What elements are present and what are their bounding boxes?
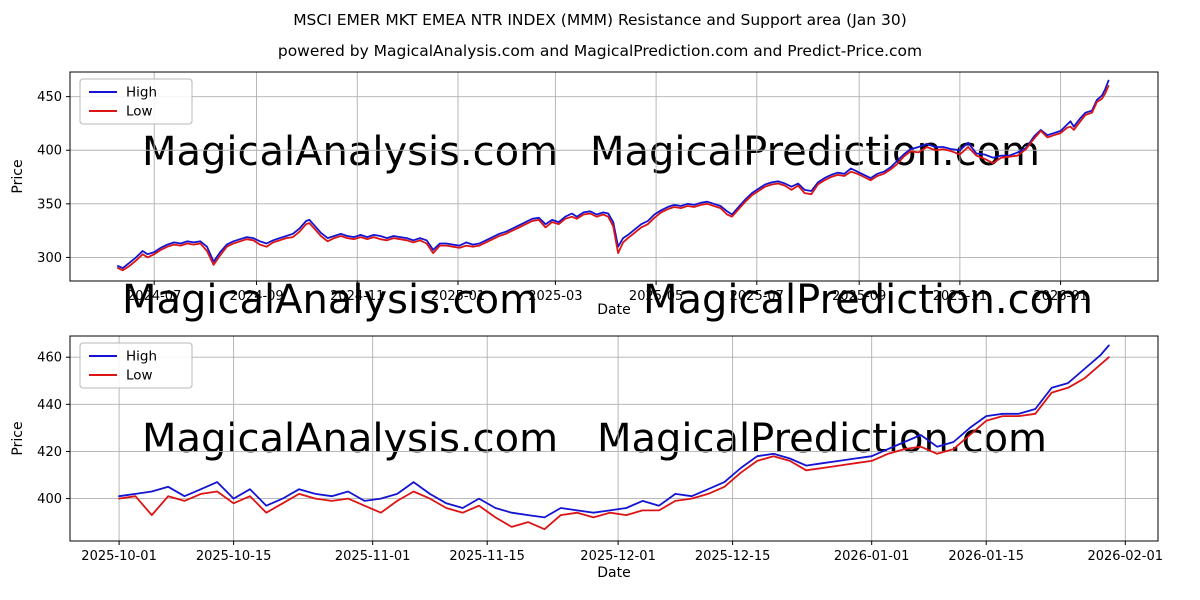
x-axis-label: Date bbox=[597, 302, 630, 318]
x-tick-label: 2025-12-01 bbox=[580, 549, 656, 564]
watermark-text: MagicalAnalysis.com bbox=[142, 416, 558, 462]
x-tick-label: 2025-10-01 bbox=[81, 549, 157, 564]
x-tick-label: 2026-01-15 bbox=[948, 549, 1024, 564]
x-tick-label: 2025-11 bbox=[933, 289, 987, 304]
legend-high-label: High bbox=[126, 349, 157, 365]
x-tick-label: 2025-09 bbox=[832, 289, 886, 304]
x-tick-label: 2025-10-15 bbox=[196, 549, 272, 564]
x-tick-label: 2025-01 bbox=[431, 289, 485, 304]
y-tick-label: 400 bbox=[37, 144, 62, 159]
x-tick-label: 2025-11-15 bbox=[449, 549, 525, 564]
x-tick-label: 2025-03 bbox=[528, 289, 582, 304]
x-tick-label: 2024-11 bbox=[330, 289, 384, 304]
x-tick-label: 2026-01-01 bbox=[834, 549, 910, 564]
y-tick-label: 300 bbox=[37, 251, 62, 266]
y-axis-label: Price bbox=[10, 159, 26, 193]
watermark-text: MagicalPrediction.com bbox=[597, 416, 1047, 462]
figure-subtitle: powered by MagicalAnalysis.com and Magic… bbox=[278, 42, 922, 60]
low-series-line bbox=[118, 356, 1110, 531]
y-tick-label: 420 bbox=[37, 445, 62, 460]
legend-low-label: Low bbox=[126, 368, 153, 384]
watermark-text: MagicalAnalysis.com bbox=[142, 129, 558, 175]
x-tick-label: 2024-09 bbox=[229, 289, 283, 304]
plot-border bbox=[69, 335, 1159, 542]
x-tick-label: 2026-02-01 bbox=[1087, 549, 1163, 564]
watermark-text: MagicalAnalysis.com bbox=[122, 277, 538, 323]
x-tick-label: 2025-07 bbox=[730, 289, 784, 304]
watermark-text: MagicalPrediction.com bbox=[590, 129, 1040, 175]
figure-title: MSCI EMER MKT EMEA NTR INDEX (MMM) Resis… bbox=[293, 11, 907, 29]
y-tick-label: 440 bbox=[37, 398, 62, 413]
high-series-line bbox=[118, 344, 1110, 519]
y-axis-label: Price bbox=[10, 421, 26, 455]
legend-box bbox=[79, 342, 193, 389]
charts-layer: MagicalAnalysis.com MagicalPrediction.com… bbox=[10, 71, 1163, 581]
chart-recent-four-months: MagicalAnalysis.com MagicalPrediction.com… bbox=[10, 335, 1163, 581]
y-tick-label: 350 bbox=[37, 197, 62, 212]
y-tick-label: 450 bbox=[37, 90, 62, 105]
legend-low-label: Low bbox=[126, 104, 153, 120]
high-series-line bbox=[117, 79, 1110, 270]
x-tick-label: 2025-05 bbox=[629, 289, 683, 304]
x-tick-label: 2024-07 bbox=[127, 289, 181, 304]
x-tick-label: 2025-12-15 bbox=[695, 549, 771, 564]
low-series-line bbox=[117, 85, 1110, 272]
y-tick-label: 400 bbox=[37, 492, 62, 507]
watermark-text: MagicalPrediction.com bbox=[643, 277, 1093, 323]
x-tick-label: 2026-01 bbox=[1033, 289, 1087, 304]
x-tick-label: 2025-11-01 bbox=[335, 549, 411, 564]
plot-border bbox=[69, 71, 1159, 282]
x-axis-label: Date bbox=[597, 565, 630, 581]
legend-high-label: High bbox=[126, 85, 157, 101]
legend-box bbox=[79, 78, 193, 125]
chart-full-history: MagicalAnalysis.com MagicalPrediction.com… bbox=[10, 71, 1159, 323]
y-tick-label: 460 bbox=[37, 351, 62, 366]
